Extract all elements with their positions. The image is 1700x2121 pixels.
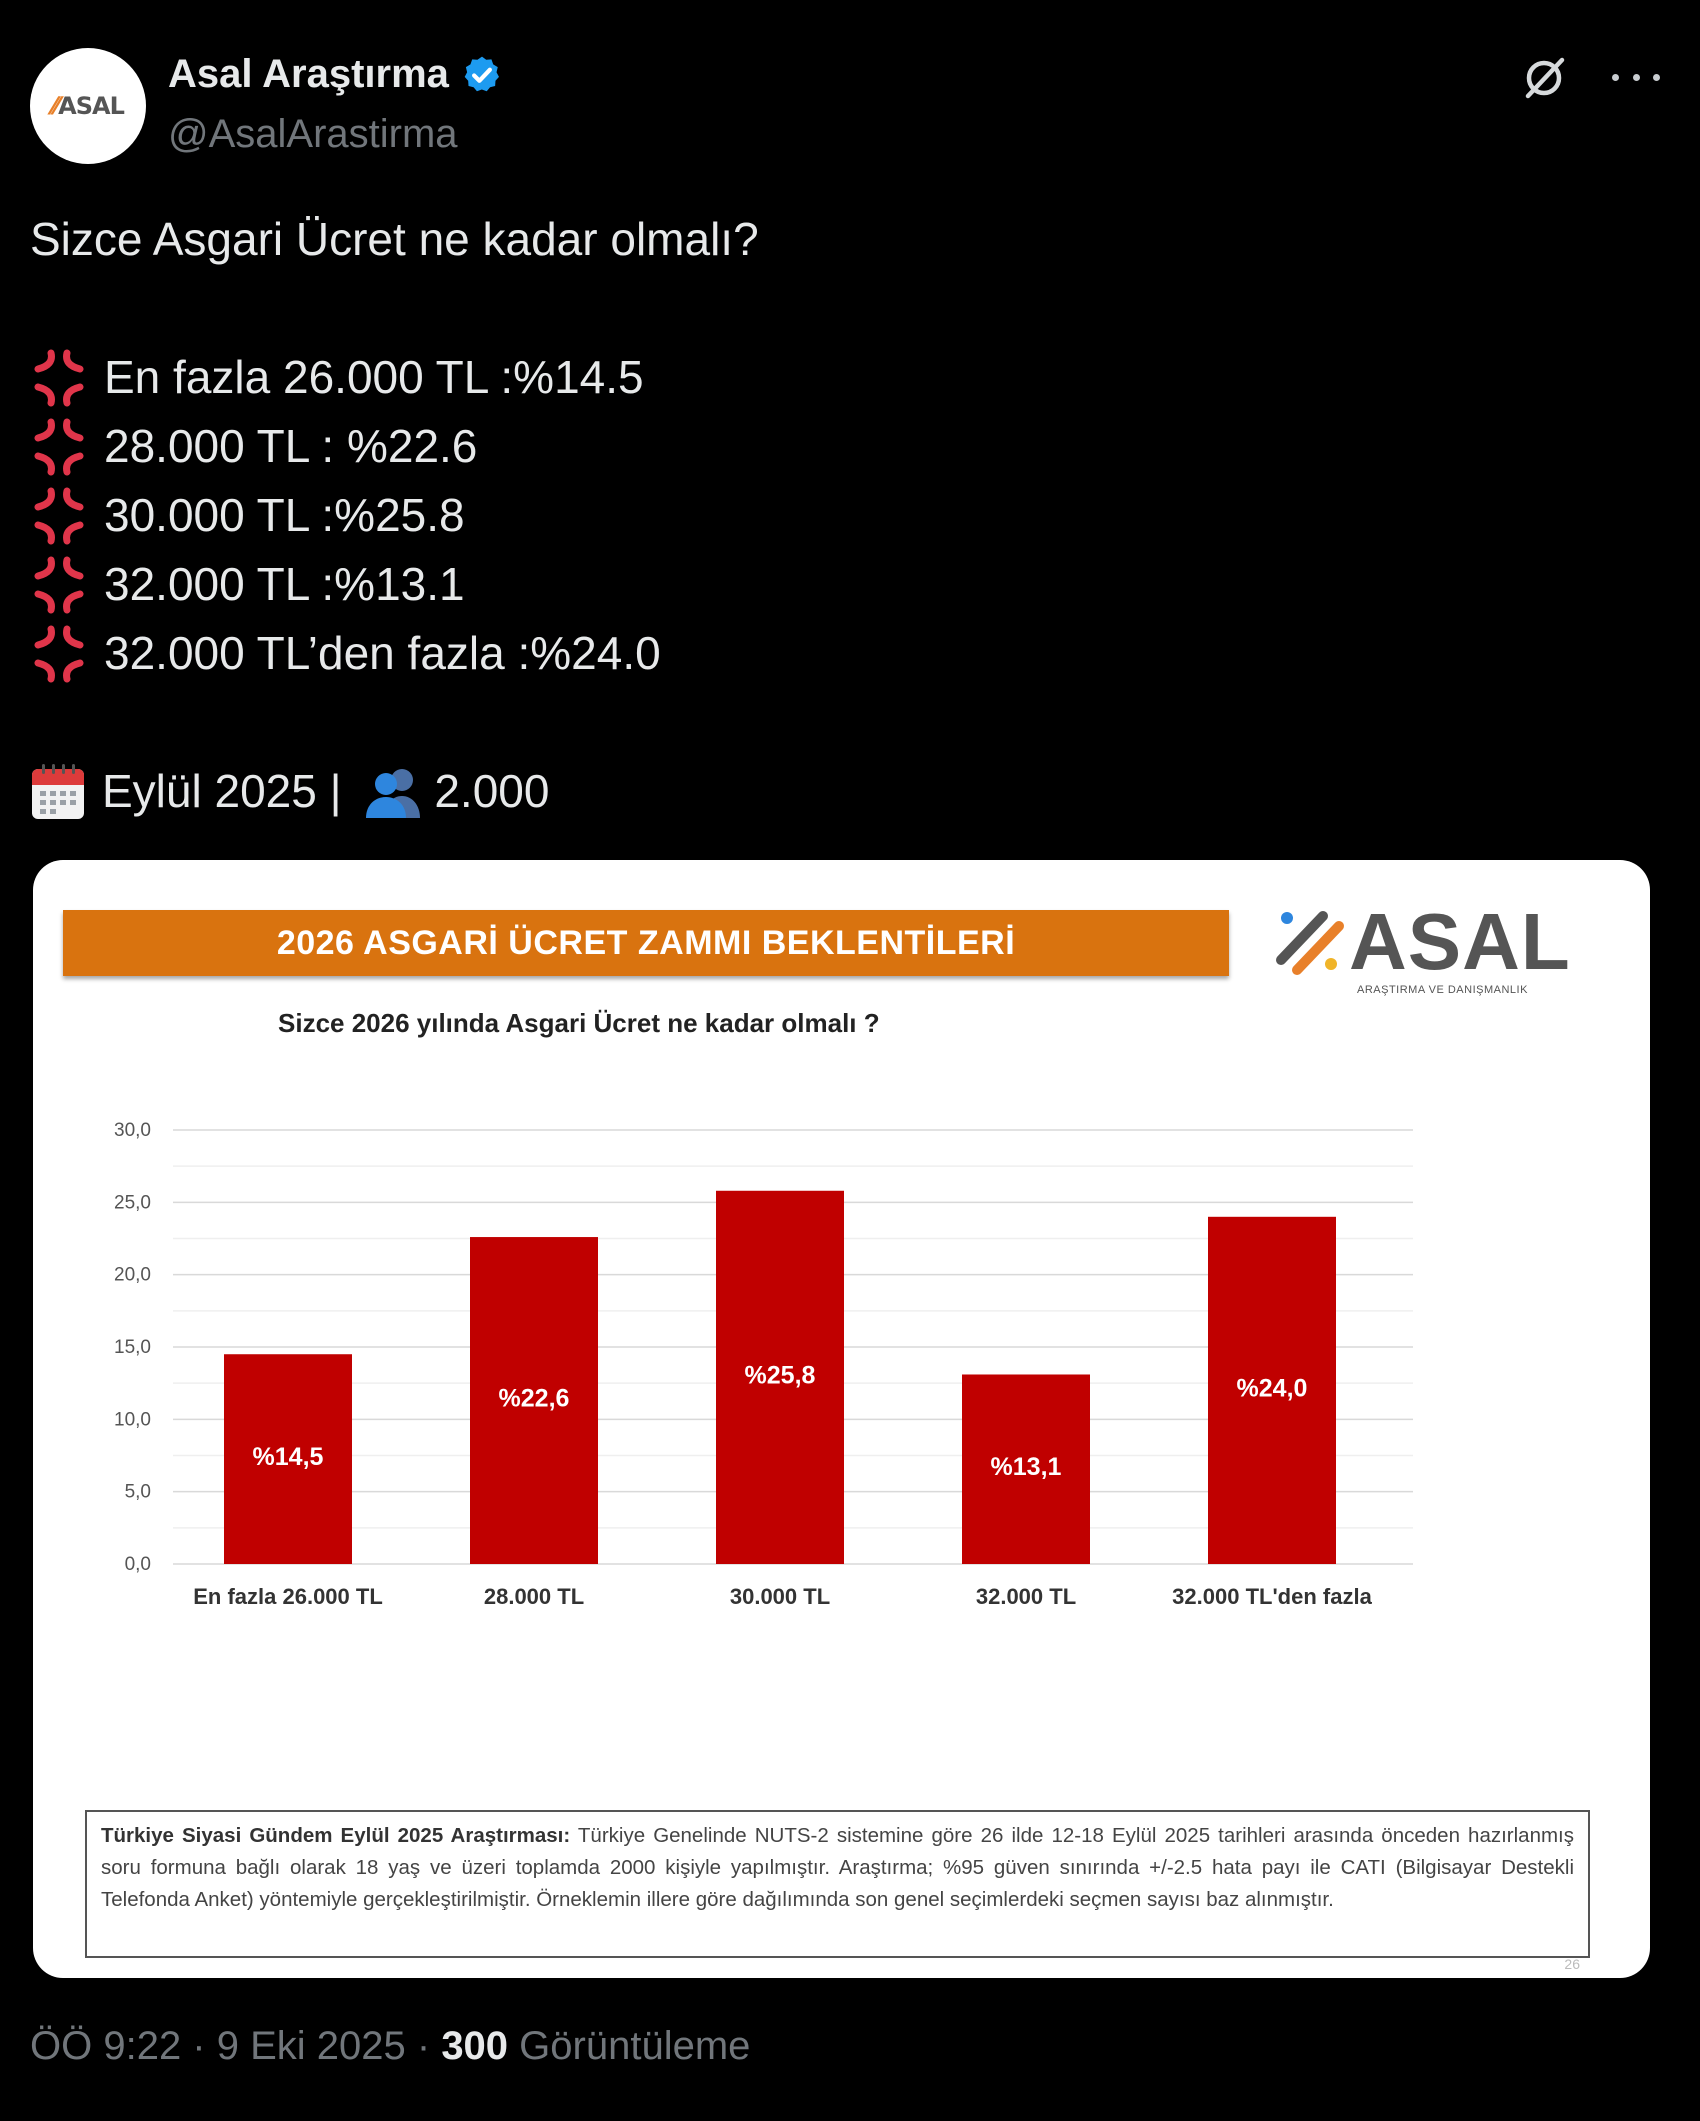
attached-image[interactable]: 2026 ASGARİ ÜCRET ZAMMI BEKLENTİLERİ ASA… <box>33 860 1650 1978</box>
methodology-note: Türkiye Siyasi Gündem Eylül 2025 Araştır… <box>85 1810 1590 1958</box>
anger-symbol-icon <box>34 487 84 544</box>
bar-data-label: %14,5 <box>253 1443 324 1471</box>
tweet-meta: ÖÖ 9:22 · 9 Eki 2025 · 300 Görüntüleme <box>30 2024 750 2069</box>
tweet-list-item-text: 28.000 TL : %22.6 <box>104 420 478 472</box>
views-label: Görüntüleme <box>508 2024 751 2068</box>
view-count: 300 <box>441 2024 509 2068</box>
people-icon <box>366 768 421 818</box>
bar <box>1208 1216 1336 1564</box>
author-handle[interactable]: @AsalArastirma <box>168 112 458 156</box>
sample-size: 2.000 <box>434 765 550 817</box>
tweet-timestamp[interactable]: ÖÖ 9:22 · 9 Eki 2025 · <box>30 2024 442 2068</box>
anger-symbol-icon <box>34 625 84 682</box>
y-tick-label: 20,0 <box>114 1265 151 1286</box>
bar-data-label: %13,1 <box>991 1453 1062 1481</box>
y-tick-label: 0,0 <box>125 1554 151 1575</box>
x-category-label: 32.000 TL <box>976 1584 1076 1609</box>
y-tick-label: 15,0 <box>114 1337 151 1358</box>
x-category-label: 28.000 TL <box>484 1584 584 1609</box>
tweet-list-item-text: 32.000 TL :%13.1 <box>104 558 465 610</box>
x-category-label: 32.000 TL'den fazla <box>1172 1584 1372 1609</box>
tweet-list-item-text: En fazla 26.000 TL :%14.5 <box>104 351 644 403</box>
anger-symbol-icon <box>34 556 84 613</box>
verified-badge-icon <box>464 56 499 91</box>
more-options-icon[interactable] <box>1612 62 1660 92</box>
page-number: 26 <box>1564 1956 1580 1972</box>
tweet-text: Sizce Asgari Ücret ne kadar olmalı? En f… <box>30 205 1630 826</box>
tweet-list-item: 28.000 TL : %22.6 <box>30 412 1630 481</box>
avatar[interactable]: ⁄⁄ASAL <box>30 48 146 164</box>
anger-symbol-icon <box>34 418 84 475</box>
anger-symbol-icon <box>34 349 84 406</box>
y-tick-label: 10,0 <box>114 1409 151 1430</box>
logo-word: ASAL <box>1349 897 1571 986</box>
bar <box>962 1374 1090 1564</box>
logo-subtitle: ARAŞTIRMA VE DANIŞMANLIK <box>1357 984 1528 996</box>
tweet-list-item-text: 32.000 TL’den fazla :%24.0 <box>104 627 661 679</box>
asal-logo: ASAL ARAŞTIRMA VE DANIŞMANLIK <box>1273 897 1570 998</box>
bar-chart: 0,0 5,0 10,0 15,0 20,0 25,0 30,0 %14,5 En fazla … <box>114 1120 1413 1609</box>
bar <box>224 1354 352 1564</box>
tweet-list-item-text: 30.000 TL :%25.8 <box>104 489 465 541</box>
chart-title: Sizce 2026 yılında Asgari Ücret ne kadar… <box>278 1008 880 1038</box>
y-tick-label: 30,0 <box>114 1120 151 1141</box>
y-tick-label: 25,0 <box>114 1192 151 1213</box>
bar <box>716 1190 844 1564</box>
author-display-name[interactable]: Asal Araştırma <box>168 52 449 96</box>
x-category-label: En fazla 26.000 TL <box>193 1584 383 1609</box>
author-name-row: Asal Araştırma <box>168 52 503 97</box>
note-body: Türkiye Genelinde NUTS-2 sistemine göre … <box>101 1824 1574 1911</box>
survey-date: Eylül 2025 | <box>102 765 355 817</box>
bar-data-label: %25,8 <box>745 1361 816 1389</box>
y-tick-label: 5,0 <box>125 1482 151 1503</box>
x-category-label: 30.000 TL <box>730 1584 830 1609</box>
tweet-list-item: 30.000 TL :%25.8 <box>30 481 1630 550</box>
image-banner-title: 2026 ASGARİ ÜCRET ZAMMI BEKLENTİLERİ <box>63 910 1229 976</box>
tweet-list-item: En fazla 26.000 TL :%14.5 <box>30 343 1630 412</box>
asal-logo-mark-icon <box>1276 911 1344 975</box>
tweet-header: ⁄⁄ASAL Asal Araştırma @AsalArastirma <box>30 48 1670 168</box>
tweet-question: Sizce Asgari Ücret ne kadar olmalı? <box>30 213 759 265</box>
avatar-logo: ⁄⁄ASAL <box>52 92 125 120</box>
tweet-list-item: 32.000 TL’den fazla :%24.0 <box>30 619 1630 688</box>
tweet-list-item: 32.000 TL :%13.1 <box>30 550 1630 619</box>
tweet-date-line: Eylül 2025 | 2.000 <box>30 757 1630 826</box>
calendar-icon <box>32 763 84 819</box>
bar-data-label: %24,0 <box>1237 1374 1308 1402</box>
bar <box>470 1237 598 1564</box>
grok-icon[interactable] <box>1518 52 1570 104</box>
bar-data-label: %22,6 <box>499 1385 570 1413</box>
note-title: Türkiye Siyasi Gündem Eylül 2025 Araştır… <box>101 1824 571 1847</box>
